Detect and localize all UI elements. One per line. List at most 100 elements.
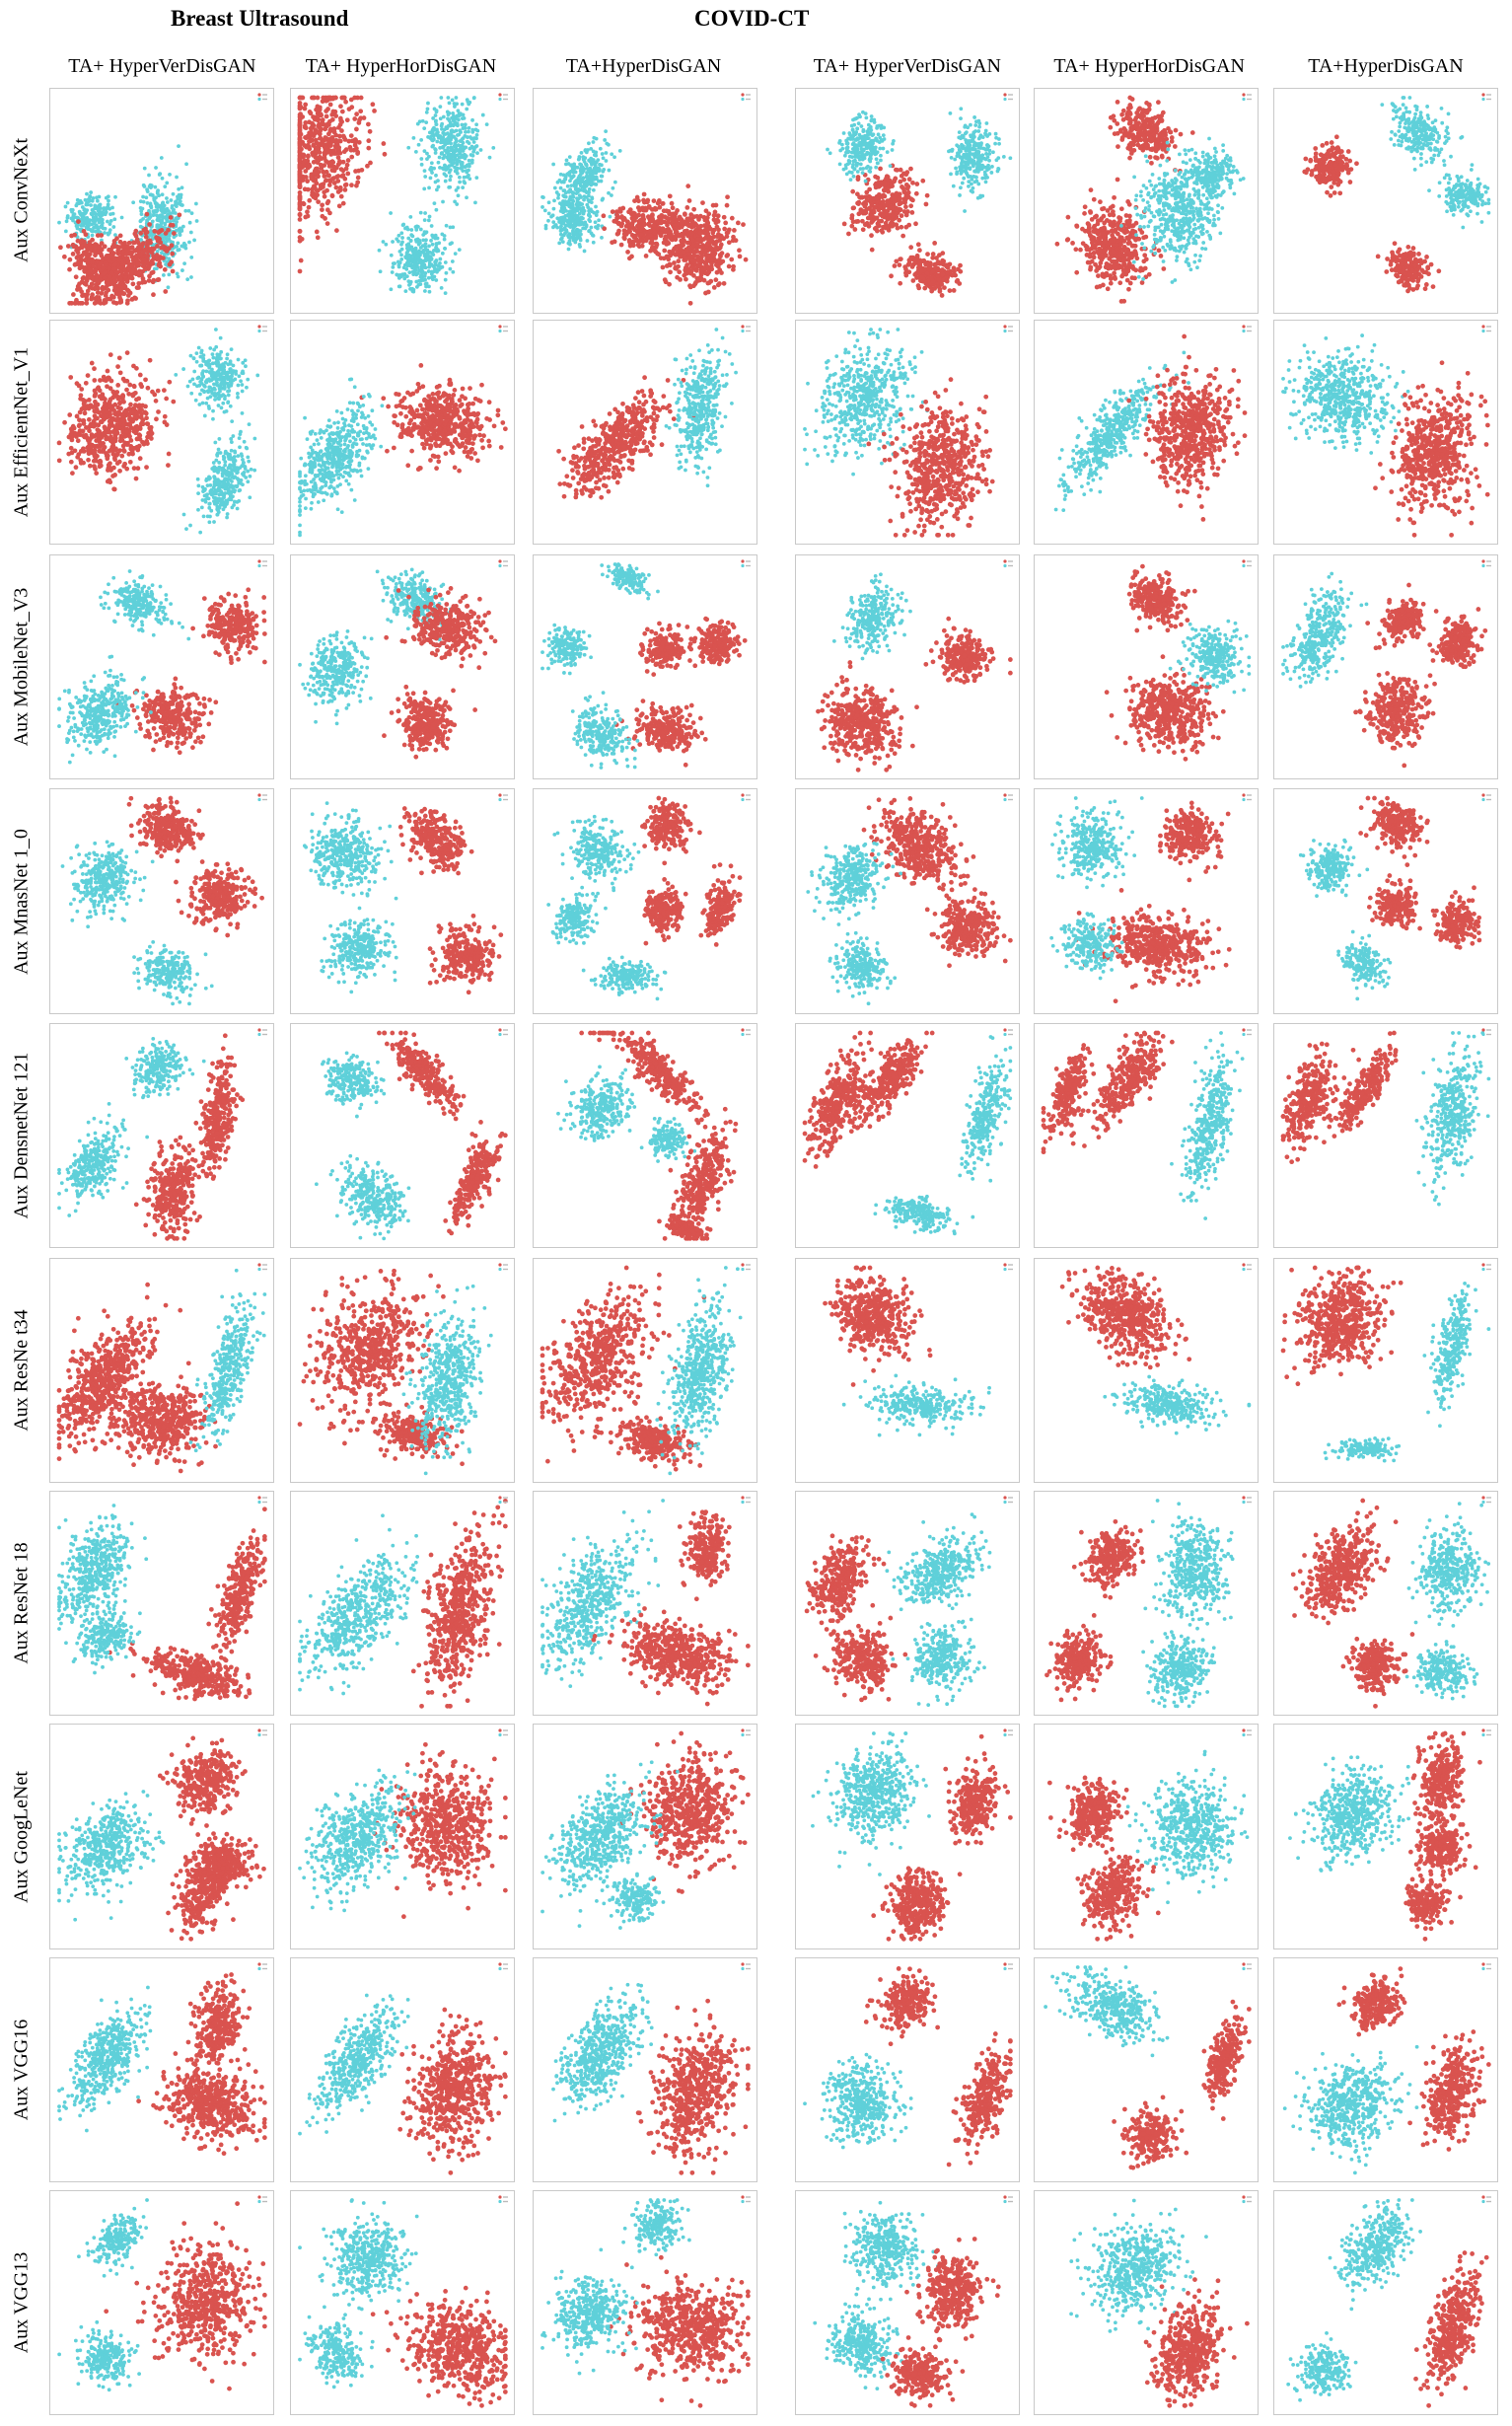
point [903, 213, 908, 218]
point [330, 117, 335, 122]
point [298, 135, 303, 140]
point [592, 211, 596, 215]
point [112, 257, 117, 262]
point [868, 142, 872, 146]
point [922, 286, 927, 291]
point [561, 240, 565, 244]
point [645, 200, 650, 205]
point [93, 245, 98, 250]
point [405, 256, 409, 259]
point [437, 161, 441, 165]
point [409, 215, 413, 219]
point [639, 232, 644, 237]
row-label: Aux VGG13 [10, 2252, 33, 2353]
point [430, 257, 434, 261]
point [75, 204, 79, 208]
point [151, 278, 156, 283]
point [172, 231, 177, 236]
point [635, 243, 640, 248]
point [849, 124, 853, 128]
point [878, 167, 883, 172]
point [316, 236, 321, 241]
point [555, 181, 559, 184]
row-label: Aux EfficientNet_V1 [10, 347, 33, 517]
point [358, 109, 363, 113]
column-header: TA+ HyperVerDisGAN [814, 55, 1001, 78]
point [146, 201, 150, 205]
point [655, 201, 660, 206]
point [574, 214, 578, 218]
point [903, 267, 908, 272]
point [94, 278, 99, 283]
point [969, 123, 972, 127]
point [453, 135, 457, 139]
point [111, 225, 115, 229]
point [419, 228, 423, 232]
point [856, 121, 860, 125]
class-b-cluster [406, 96, 495, 211]
point [909, 210, 914, 215]
point [954, 167, 958, 171]
point [898, 200, 902, 205]
point [959, 172, 963, 176]
point [161, 177, 165, 181]
point [143, 167, 147, 171]
point [180, 228, 183, 232]
point [366, 138, 371, 143]
point [438, 166, 442, 170]
point [430, 162, 434, 166]
point [618, 149, 622, 153]
point [325, 149, 330, 154]
point [390, 254, 394, 257]
point [1139, 138, 1144, 143]
point [106, 288, 110, 293]
point [714, 262, 719, 267]
point [424, 239, 428, 243]
point [98, 218, 102, 222]
point [716, 283, 721, 288]
point [81, 214, 85, 218]
point [117, 287, 122, 292]
point [713, 277, 718, 282]
point [96, 199, 100, 203]
point [474, 123, 478, 127]
point [541, 195, 545, 199]
point [925, 252, 930, 257]
point [857, 141, 861, 145]
point [588, 183, 592, 186]
point [89, 203, 93, 207]
point [589, 226, 593, 230]
point [574, 187, 578, 191]
point [426, 135, 430, 139]
point [133, 232, 138, 237]
point [112, 276, 117, 281]
point [1144, 143, 1149, 148]
point [172, 210, 176, 214]
point [591, 234, 595, 238]
tsne-panel [49, 88, 274, 313]
point [78, 266, 83, 271]
point [994, 159, 998, 163]
point [446, 110, 450, 114]
point [158, 173, 162, 177]
point [122, 241, 127, 246]
point [465, 195, 468, 199]
point [967, 155, 971, 159]
point [192, 239, 196, 243]
point [458, 128, 462, 132]
point [1161, 134, 1166, 139]
point [111, 212, 115, 216]
point [855, 192, 860, 197]
point [457, 185, 461, 189]
point [864, 146, 868, 150]
point [332, 169, 337, 174]
point [455, 103, 459, 107]
point [1002, 155, 1006, 159]
point [450, 241, 454, 245]
point [343, 183, 348, 187]
point [307, 145, 312, 150]
point [338, 105, 343, 110]
point [443, 128, 447, 132]
point [124, 252, 129, 257]
point [1162, 139, 1167, 144]
